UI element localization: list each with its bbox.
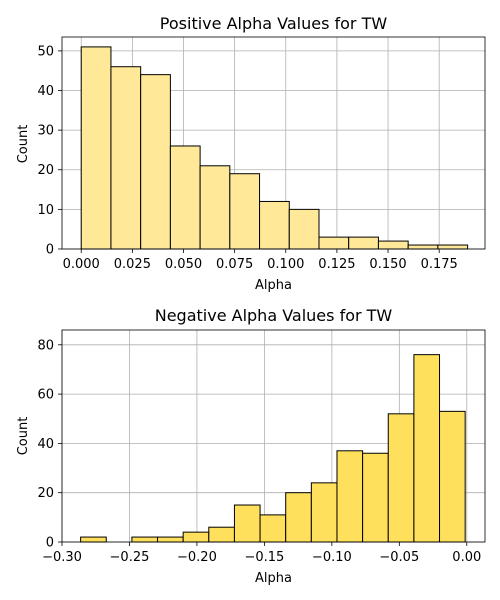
chart-title: Negative Alpha Values for TW <box>155 306 393 325</box>
histogram-bar <box>182 531 210 543</box>
x-tick-label: −0.25 <box>110 550 150 565</box>
y-tick-label: 0 <box>46 536 54 551</box>
histogram-bar <box>407 244 439 250</box>
y-tick-label: 80 <box>37 338 54 353</box>
negative-alpha-histogram: Negative Alpha Values for TW −0.30 −0.25−… <box>16 306 486 586</box>
x-tick-label: −0.05 <box>379 550 419 565</box>
histogram-bar <box>285 492 312 543</box>
histogram-bar <box>413 354 441 543</box>
histogram-bar <box>259 514 287 543</box>
histogram-bar <box>80 536 107 543</box>
histogram-bar <box>348 236 379 250</box>
x-tick-label: 0.175 <box>421 257 458 272</box>
histogram-bar <box>199 165 231 250</box>
histogram-bar <box>439 410 466 543</box>
y-axis-ticks: 0 20 40 60 80 <box>37 338 62 551</box>
bars <box>80 354 466 543</box>
plot-frame <box>61 329 486 543</box>
x-tick-label: 0.075 <box>216 257 253 272</box>
x-tick-label: 0.00 <box>452 550 481 565</box>
y-tick-label: 50 <box>37 44 54 59</box>
y-tick-label: 10 <box>37 203 54 218</box>
y-tick-label: 20 <box>37 163 54 178</box>
histogram-bar <box>140 74 171 250</box>
histogram-bar <box>110 66 142 250</box>
y-axis-ticks: 0 10 20 30 40 50 <box>37 44 62 258</box>
y-tick-label: 40 <box>37 437 54 452</box>
histogram-bar <box>169 145 201 250</box>
y-tick-label: 40 <box>37 84 54 99</box>
histogram-bar <box>377 240 409 250</box>
x-tick-label: 0.150 <box>369 257 406 272</box>
plot-frame <box>61 36 486 250</box>
histogram-bar <box>437 244 469 250</box>
x-tick-label: 0.000 <box>63 257 100 272</box>
histogram-bar <box>259 200 290 250</box>
x-tick-label: −0.30 <box>42 550 82 565</box>
y-tick-label: 30 <box>37 124 54 139</box>
x-tick-label: 0.025 <box>114 257 151 272</box>
y-tick-label: 0 <box>46 243 54 258</box>
histogram-bar <box>208 526 235 543</box>
histogram-bar <box>233 504 261 543</box>
x-axis-ticks: 0.000 0.025 0.050 0.075 0.100 0.125 0.150 0.175 <box>63 249 458 272</box>
x-tick-label: −0.10 <box>312 550 352 565</box>
x-axis-label: Alpha <box>255 571 292 586</box>
histogram-bar <box>310 482 338 543</box>
x-axis-ticks: −0.30 −0.25 −0.20 −0.15 −0.10 −0.05 0.00 <box>42 542 481 565</box>
positive-alpha-histogram: Positive Alpha Values for TW 0.000 0.025 0… <box>16 14 486 293</box>
bars <box>80 46 469 250</box>
x-axis-label: Alpha <box>255 278 292 293</box>
y-tick-label: 20 <box>37 486 54 501</box>
x-tick-label: 0.125 <box>318 257 355 272</box>
y-tick-label: 60 <box>37 388 54 403</box>
x-tick-label: −0.20 <box>177 550 217 565</box>
y-axis-label: Count <box>16 417 31 456</box>
x-tick-label: 0.050 <box>165 257 202 272</box>
histogram-bar <box>318 236 350 250</box>
histogram-bar <box>387 413 415 543</box>
histogram-bar <box>362 452 389 543</box>
histogram-bar <box>157 536 184 543</box>
chart-title: Positive Alpha Values for TW <box>160 14 388 33</box>
histogram-bar <box>131 536 159 543</box>
x-tick-label: 0.100 <box>267 257 304 272</box>
y-axis-label: Count <box>16 125 31 164</box>
histogram-bar <box>288 208 320 250</box>
histogram-bar <box>229 173 261 250</box>
x-tick-label: −0.15 <box>244 550 284 565</box>
histogram-bar <box>80 46 112 250</box>
histogram-bar <box>336 450 364 543</box>
